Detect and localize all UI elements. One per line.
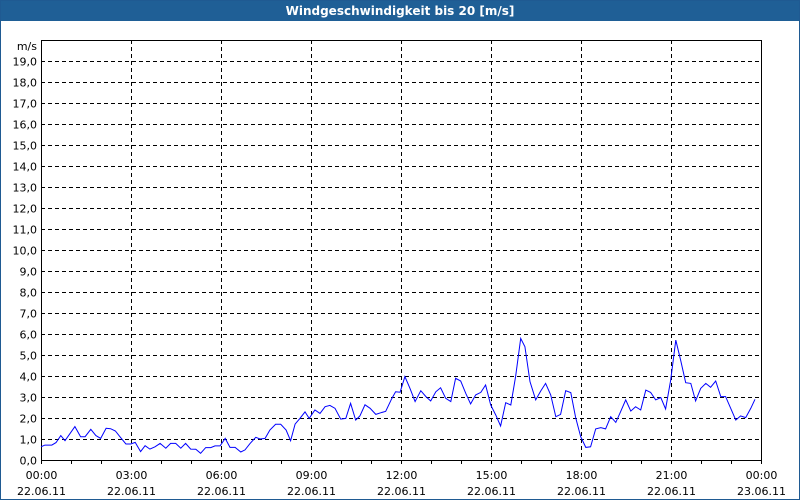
x-tick-time: 06:00 [206,469,238,482]
y-tick-label: 15,0 [13,140,38,153]
y-tick-label: 10,0 [13,245,38,258]
y-tick-label: 17,0 [13,98,38,111]
x-tick-time: 00:00 [746,469,778,482]
x-tick-time: 09:00 [296,469,328,482]
x-tick-time: 03:00 [116,469,148,482]
y-tick-label: 1,0 [20,434,38,447]
y-tick-label: 11,0 [13,224,38,237]
y-tick-label: 4,0 [20,371,38,384]
x-tick-date: 23.06.11 [737,485,786,498]
y-tick-label: 0,0 [20,455,38,468]
x-tick-date: 22.06.11 [107,485,156,498]
y-tick-label: 18,0 [13,77,38,90]
window-title: Windgeschwindigkeit bis 20 [m/s] [1,1,799,21]
x-tick-date: 22.06.11 [647,485,696,498]
y-tick-label: 13,0 [13,182,38,195]
y-tick-label: 2,0 [20,413,38,426]
x-tick-date: 22.06.11 [17,485,66,498]
y-tick-label: 7,0 [20,308,38,321]
x-tick-date: 22.06.11 [557,485,606,498]
x-tick-time: 21:00 [656,469,688,482]
x-tick-date: 22.06.11 [287,485,336,498]
x-tick-time: 00:00 [26,469,58,482]
y-axis-unit: m/s [17,40,37,53]
y-tick-label: 6,0 [20,329,38,342]
y-tick-label: 3,0 [20,392,38,405]
x-tick-date: 22.06.11 [467,485,516,498]
y-tick-label: 8,0 [20,287,38,300]
y-tick-label: 9,0 [20,266,38,279]
y-tick-label: 14,0 [13,161,38,174]
y-tick-label: 19,0 [13,56,38,69]
x-tick-date: 22.06.11 [377,485,426,498]
y-tick-label: 16,0 [13,119,38,132]
x-tick-time: 18:00 [566,469,598,482]
y-tick-label: 12,0 [13,203,38,216]
y-tick-label: 5,0 [20,350,38,363]
x-tick-date: 22.06.11 [197,485,246,498]
x-tick-time: 12:00 [386,469,418,482]
x-tick-time: 15:00 [476,469,508,482]
wind-speed-line [40,336,756,454]
